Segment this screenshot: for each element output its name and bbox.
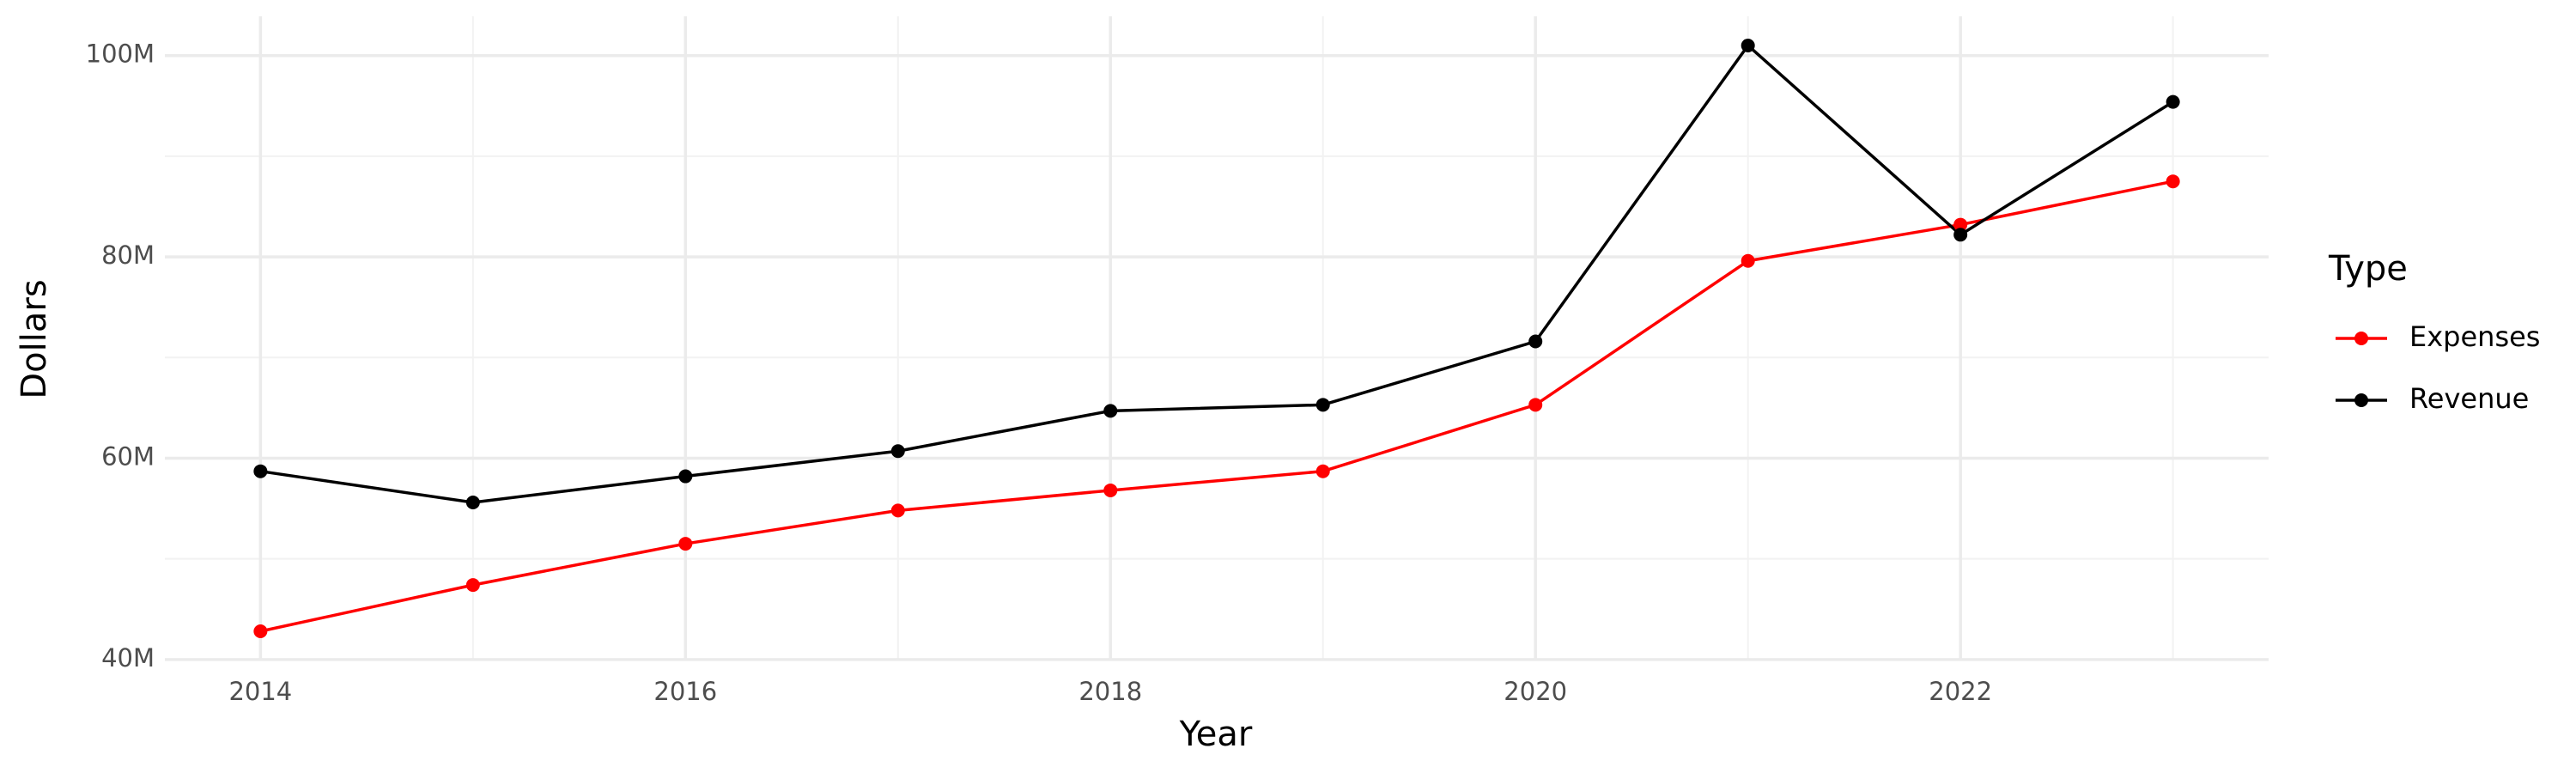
data-point [678, 469, 693, 484]
data-point [253, 624, 268, 639]
x-tick-label: 2018 [1078, 677, 1142, 706]
data-point [1103, 483, 1118, 497]
data-point [678, 537, 693, 551]
x-tick-label: 2020 [1504, 677, 1567, 706]
x-tick-label: 2022 [1929, 677, 1992, 706]
data-point [2166, 94, 2180, 109]
legend-label: Expenses [2409, 320, 2540, 353]
data-point [1315, 464, 1330, 478]
series-line [260, 44, 2174, 504]
data-point [1315, 398, 1330, 412]
data-point [890, 444, 905, 459]
data-point [890, 503, 905, 518]
x-tick-label: 2014 [228, 677, 292, 706]
legend-title: Type [2328, 249, 2408, 289]
y-axis-title: Dollars [15, 279, 54, 399]
y-tick-label: 40M [101, 643, 155, 673]
data-point [1953, 228, 1968, 242]
data-point [1528, 398, 1543, 412]
data-point [1953, 217, 1968, 232]
data-point [1528, 334, 1543, 349]
series-line [259, 180, 2173, 633]
y-tick-label: 60M [101, 441, 155, 471]
legend-marker [2354, 393, 2368, 407]
y-tick-label: 100M [86, 40, 155, 69]
data-point [465, 578, 480, 593]
data-point [1741, 253, 1755, 268]
x-tick-label: 2016 [653, 677, 717, 706]
legend-label: Revenue [2409, 382, 2529, 415]
data-point [465, 496, 480, 510]
data-point [253, 464, 268, 478]
legend-marker [2354, 332, 2368, 345]
data-point [2166, 174, 2180, 189]
y-tick-label: 80M [101, 240, 155, 270]
data-point [1741, 38, 1755, 52]
data-point [1103, 404, 1118, 418]
x-axis-title: Year [1179, 715, 1253, 754]
